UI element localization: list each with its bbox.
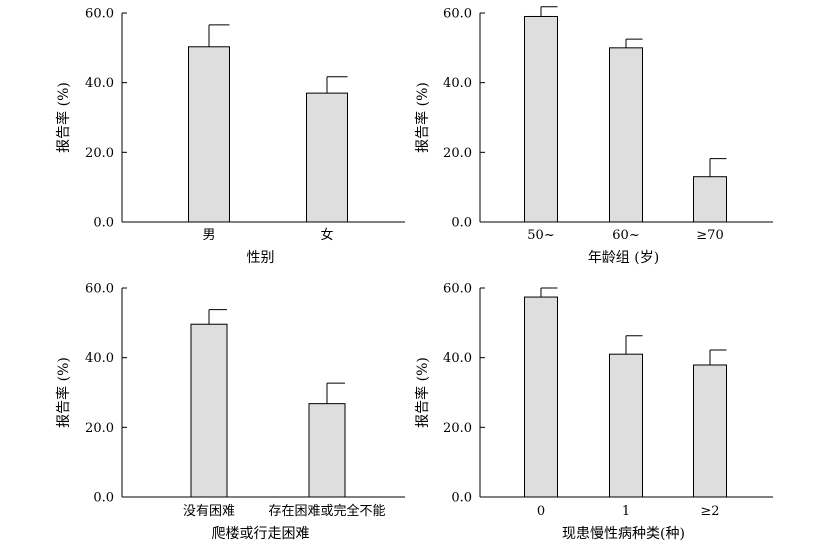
bar [306, 92, 348, 223]
y-tick-label: 40.0 [85, 76, 114, 91]
x-axis-title: 爬楼或行走困难 [212, 526, 310, 542]
x-tick-label: 50~ [527, 228, 554, 243]
y-axis-title: 报告率 (%) [414, 82, 431, 153]
y-tick-label: 40.0 [443, 351, 472, 366]
x-axis-title: 现患慢性病种类(种) [562, 525, 685, 542]
x-tick-label: 存在困难或完全不能 [268, 503, 385, 519]
bar [190, 323, 228, 498]
y-tick-label: 60.0 [443, 282, 472, 297]
bar [693, 364, 727, 498]
bar [524, 296, 558, 498]
y-tick-label: 40.0 [443, 76, 472, 91]
y-tick-label: 20.0 [443, 146, 472, 161]
x-axis-title: 性别 [247, 250, 275, 266]
x-tick-label: 60~ [612, 228, 639, 243]
x-tick-label: 男 [202, 228, 215, 243]
panel-age-group: 0.0 20.0 40.0 60.0 50~ 60~ ≥70 年龄组 (岁) 报告率 (%) [414, 6, 773, 266]
y-tick-label: 20.0 [85, 146, 114, 161]
bar [524, 15, 558, 223]
bar [308, 403, 346, 498]
x-tick-label: 没有困难 [183, 504, 235, 519]
y-tick-label: 0.0 [451, 216, 472, 231]
x-tick-label: 0 [537, 504, 545, 519]
panel-chronic-disease: 0.0 20.0 40.0 60.0 0 1 ≥2 现患慢性病种类(种) 报告率 (%) [414, 282, 773, 542]
bar [693, 176, 727, 223]
y-tick-label: 0.0 [93, 216, 114, 231]
y-tick-label: 0.0 [451, 491, 472, 506]
bar [188, 46, 230, 223]
panel-sex: 0.0 20.0 40.0 60.0 男 女性别 报告率 (%) [55, 7, 405, 266]
bar [609, 47, 643, 223]
y-tick-label: 60.0 [443, 7, 472, 22]
x-tick-label: ≥70 [696, 228, 723, 243]
y-axis-title: 报告率 (%) [55, 82, 72, 153]
y-tick-label: 60.0 [85, 282, 114, 297]
bar [609, 353, 643, 498]
y-tick-label: 20.0 [85, 421, 114, 436]
y-axis-title: 报告率 (%) [414, 357, 431, 428]
y-axis-title: 报告率 (%) [55, 357, 72, 428]
x-tick-label: 女 [320, 227, 333, 243]
y-tick-label: 20.0 [443, 421, 472, 436]
y-tick-label: 40.0 [85, 351, 114, 366]
x-tick-label: 1 [622, 504, 630, 519]
y-tick-label: 0.0 [93, 491, 114, 506]
x-tick-label: ≥2 [700, 504, 719, 519]
y-tick-label: 60.0 [85, 7, 114, 22]
x-axis-title: 年龄组 (岁) [588, 250, 659, 266]
